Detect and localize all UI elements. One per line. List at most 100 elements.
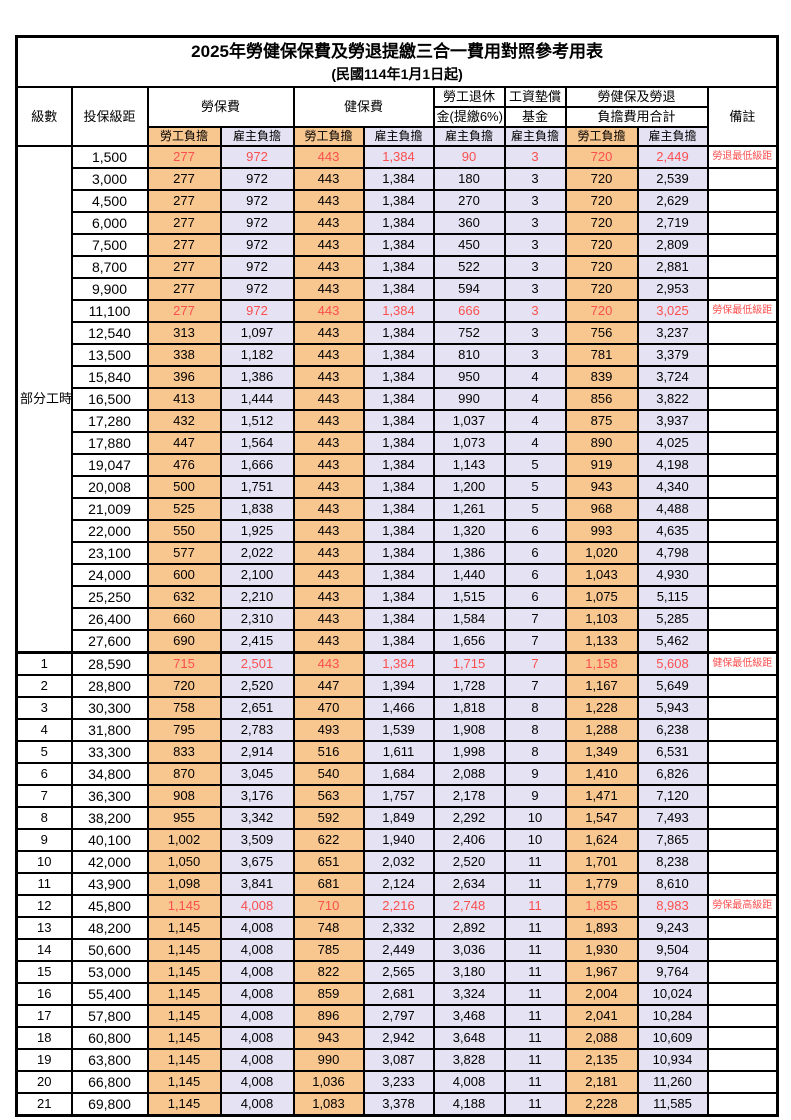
salary-cell: 19,047 bbox=[70, 453, 149, 477]
total-worker-cell: 1,624 bbox=[564, 828, 639, 852]
note-cell bbox=[706, 585, 779, 609]
labor-worker-cell: 1,145 bbox=[146, 960, 222, 984]
subheader-wage-fund-employer: 雇主負擔 bbox=[503, 126, 567, 147]
pension-employer-cell: 1,715 bbox=[432, 651, 506, 676]
pension-employer-cell: 990 bbox=[432, 387, 506, 411]
labor-worker-cell: 277 bbox=[146, 255, 222, 279]
total-worker-cell: 720 bbox=[564, 277, 639, 301]
note-cell bbox=[706, 740, 779, 764]
total-worker-cell: 1,020 bbox=[564, 541, 639, 565]
level-group-cell: 部分工時 bbox=[15, 145, 73, 654]
total-employer-cell: 10,609 bbox=[636, 1026, 709, 1050]
wage-fund-cell: 4 bbox=[503, 409, 567, 433]
labor-employer-cell: 2,783 bbox=[219, 718, 295, 742]
labor-worker-cell: 795 bbox=[146, 718, 222, 742]
wage-fund-cell: 3 bbox=[503, 343, 567, 367]
health-employer-cell: 1,384 bbox=[362, 211, 435, 235]
salary-cell: 9,900 bbox=[70, 277, 149, 301]
header-note: 備註 bbox=[706, 86, 779, 147]
total-employer-cell: 8,238 bbox=[636, 850, 709, 874]
table-body: 部分工時 1,500 277 972 443 1,384 90 3 720 2,449 勞退最低級距… bbox=[15, 145, 779, 1117]
note-cell: 勞退最低級距 bbox=[706, 145, 779, 169]
level-cell: 14 bbox=[15, 938, 73, 962]
level-cell: 2 bbox=[15, 674, 73, 698]
wage-fund-cell: 11 bbox=[503, 1048, 567, 1072]
labor-worker-cell: 396 bbox=[146, 365, 222, 389]
salary-cell: 36,300 bbox=[70, 784, 149, 808]
header-row-groups: 級數 投保級距 勞保費 健保費 勞工退休 工資墊償 勞健保及勞退 備註 bbox=[15, 86, 779, 147]
health-employer-cell: 1,384 bbox=[362, 255, 435, 279]
wage-fund-cell: 3 bbox=[503, 189, 567, 213]
health-employer-cell: 1,384 bbox=[362, 563, 435, 587]
wage-fund-cell: 8 bbox=[503, 740, 567, 764]
total-employer-cell: 2,539 bbox=[636, 167, 709, 191]
table-row: 19 63,800 1,145 4,008 990 3,087 3,828 11 2,135 10… bbox=[15, 1048, 779, 1072]
wage-fund-cell: 6 bbox=[503, 563, 567, 587]
labor-worker-cell: 1,145 bbox=[146, 1026, 222, 1050]
total-employer-cell: 10,284 bbox=[636, 1004, 709, 1028]
total-employer-cell: 2,719 bbox=[636, 211, 709, 235]
health-employer-cell: 1,384 bbox=[362, 167, 435, 191]
note-cell bbox=[706, 982, 779, 1006]
header-row-groups-2: 金(提繳6%) 基金 負擔費用合計 bbox=[17, 106, 778, 128]
health-employer-cell: 1,384 bbox=[362, 189, 435, 213]
health-worker-cell: 622 bbox=[292, 828, 365, 852]
salary-cell: 60,800 bbox=[70, 1026, 149, 1050]
health-worker-cell: 592 bbox=[292, 806, 365, 830]
pension-employer-cell: 2,634 bbox=[432, 872, 506, 896]
salary-cell: 17,880 bbox=[70, 431, 149, 455]
labor-employer-cell: 972 bbox=[219, 145, 295, 169]
labor-employer-cell: 1,386 bbox=[219, 365, 295, 389]
health-worker-cell: 681 bbox=[292, 872, 365, 896]
wage-fund-cell: 4 bbox=[503, 365, 567, 389]
labor-worker-cell: 277 bbox=[146, 233, 222, 257]
labor-employer-cell: 2,022 bbox=[219, 541, 295, 565]
salary-cell: 30,300 bbox=[70, 696, 149, 720]
health-worker-cell: 443 bbox=[292, 211, 365, 235]
health-worker-cell: 443 bbox=[292, 343, 365, 367]
wage-fund-cell: 11 bbox=[503, 1026, 567, 1050]
health-employer-cell: 3,233 bbox=[362, 1070, 435, 1094]
note-cell bbox=[706, 255, 779, 279]
note-cell bbox=[706, 718, 779, 742]
subheader-health-employer: 雇主負擔 bbox=[362, 126, 435, 147]
wage-fund-cell: 4 bbox=[503, 431, 567, 455]
table-row: 4,500 277 972 443 1,384 270 3 720 2,629 bbox=[17, 189, 779, 213]
labor-worker-cell: 1,145 bbox=[146, 894, 222, 918]
health-employer-cell: 1,611 bbox=[362, 740, 435, 764]
table-row: 14 50,600 1,145 4,008 785 2,449 3,036 11 1,930 9,… bbox=[15, 938, 779, 962]
wage-fund-cell: 11 bbox=[503, 916, 567, 940]
table-row: 5 33,300 833 2,914 516 1,611 1,998 8 1,349 6,531 bbox=[15, 740, 779, 764]
salary-cell: 33,300 bbox=[70, 740, 149, 764]
labor-employer-cell: 3,342 bbox=[219, 806, 295, 830]
labor-employer-cell: 1,564 bbox=[219, 431, 295, 455]
labor-employer-cell: 1,182 bbox=[219, 343, 295, 367]
pension-employer-cell: 2,520 bbox=[432, 850, 506, 874]
pension-employer-cell: 3,324 bbox=[432, 982, 506, 1006]
labor-employer-cell: 4,008 bbox=[219, 982, 295, 1006]
labor-worker-cell: 600 bbox=[146, 563, 222, 587]
level-cell: 6 bbox=[15, 762, 73, 786]
labor-employer-cell: 4,008 bbox=[219, 1092, 295, 1117]
level-cell: 20 bbox=[15, 1070, 73, 1094]
note-cell bbox=[706, 519, 779, 543]
health-worker-cell: 443 bbox=[292, 563, 365, 587]
wage-fund-cell: 11 bbox=[503, 1004, 567, 1028]
note-cell bbox=[706, 629, 779, 654]
total-worker-cell: 1,158 bbox=[564, 651, 639, 676]
health-employer-cell: 1,684 bbox=[362, 762, 435, 786]
note-cell bbox=[706, 806, 779, 830]
labor-employer-cell: 1,925 bbox=[219, 519, 295, 543]
header-total-line2: 負擔費用合計 bbox=[564, 106, 709, 128]
labor-worker-cell: 1,050 bbox=[146, 850, 222, 874]
wage-fund-cell: 9 bbox=[503, 784, 567, 808]
table-row: 6,000 277 972 443 1,384 360 3 720 2,719 bbox=[17, 211, 779, 235]
wage-fund-cell: 5 bbox=[503, 453, 567, 477]
header-wage-fund-line2: 基金 bbox=[503, 106, 567, 128]
health-employer-cell: 1,384 bbox=[362, 387, 435, 411]
total-employer-cell: 3,724 bbox=[636, 365, 709, 389]
total-employer-cell: 5,462 bbox=[636, 629, 709, 654]
wage-fund-cell: 11 bbox=[503, 960, 567, 984]
total-worker-cell: 720 bbox=[564, 145, 639, 169]
table-row: 19,047 476 1,666 443 1,384 1,143 5 919 4,198 bbox=[17, 453, 779, 477]
